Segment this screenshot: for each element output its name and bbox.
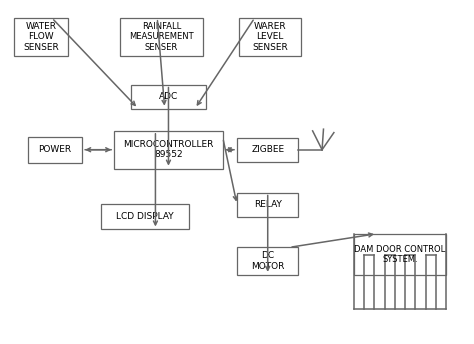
FancyBboxPatch shape — [120, 18, 203, 55]
Text: ADC: ADC — [159, 92, 178, 101]
Text: LCD DISPLAY: LCD DISPLAY — [116, 212, 173, 221]
Text: POWER: POWER — [38, 145, 72, 154]
Text: MICROCONTROLLER
89552: MICROCONTROLLER 89552 — [123, 140, 214, 159]
FancyBboxPatch shape — [28, 137, 82, 163]
Text: ZIGBEE: ZIGBEE — [251, 145, 284, 154]
Text: WATER
FLOW
SENSER: WATER FLOW SENSER — [23, 22, 59, 52]
FancyBboxPatch shape — [101, 204, 189, 229]
Text: WARER
LEVEL
SENSER: WARER LEVEL SENSER — [252, 22, 288, 52]
FancyBboxPatch shape — [14, 18, 68, 55]
Text: DAM DOOR CONTROL
SYSTEM.: DAM DOOR CONTROL SYSTEM. — [355, 245, 446, 264]
FancyBboxPatch shape — [239, 18, 301, 55]
FancyBboxPatch shape — [237, 193, 299, 216]
Text: DC
MOTOR: DC MOTOR — [251, 251, 284, 271]
FancyBboxPatch shape — [237, 247, 299, 275]
FancyBboxPatch shape — [237, 138, 299, 162]
FancyBboxPatch shape — [131, 85, 206, 109]
Text: RELAY: RELAY — [254, 200, 282, 209]
Text: RAINFALL
MEASUREMENT
SENSER: RAINFALL MEASUREMENT SENSER — [129, 22, 194, 52]
FancyBboxPatch shape — [114, 131, 223, 169]
FancyBboxPatch shape — [354, 234, 446, 275]
